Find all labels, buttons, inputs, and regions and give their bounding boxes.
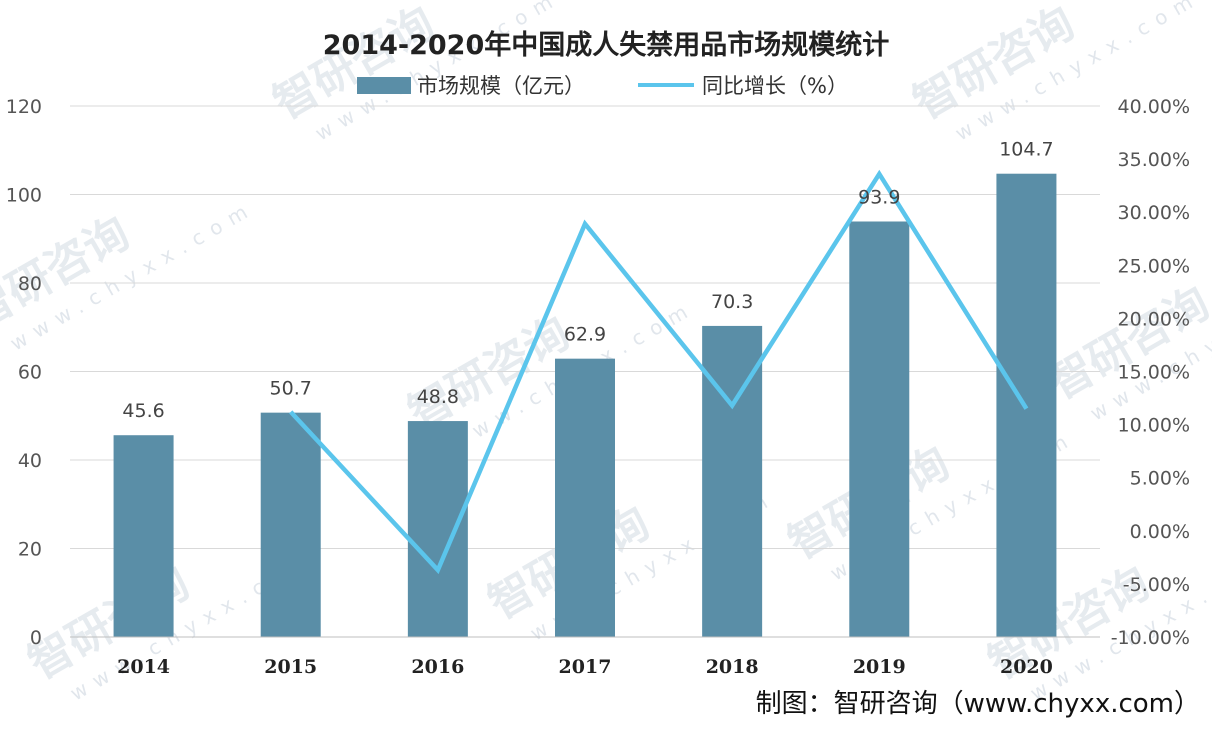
y-left-tick-label: 40 [18,450,42,472]
data-label: 70.3 [711,291,753,313]
y-right-tick-label: 35.00% [1118,149,1190,171]
chart-title: 2014-2020年中国成人失禁用品市场规模统计 [323,29,890,61]
data-label: 48.8 [417,386,459,408]
y-right-tick-label: -10.00% [1111,627,1190,649]
line-series [291,174,1027,570]
x-tick-label: 2018 [706,656,759,678]
legend-label-line: 同比增长（%） [702,74,848,98]
bar [114,435,174,637]
data-label: 50.7 [270,378,312,400]
legend-label-bar: 市场规模（亿元） [417,74,585,98]
y-left-tick-label: 0 [30,627,42,649]
y-right-tick-label: 30.00% [1118,202,1190,224]
x-tick-label: 2014 [117,656,170,678]
bar [408,421,468,637]
bar [261,413,321,637]
data-label: 45.6 [122,400,164,422]
data-label: 93.9 [858,186,900,208]
credit-text: 制图：智研咨询（www.chyxx.com） [756,689,1200,719]
y-left-tick-label: 60 [18,362,42,384]
y-left-tick-label: 100 [6,185,42,207]
growth-line [291,174,1027,570]
bar-series [114,174,1057,637]
y-left-tick-label: 20 [18,539,42,561]
data-label: 104.7 [999,139,1053,161]
x-tick-label: 2020 [1000,656,1053,678]
x-tick-label: 2015 [264,656,317,678]
y-left-tick-label: 80 [18,273,42,295]
bar [555,359,615,637]
y-right-tick-label: 0.00% [1130,521,1190,543]
x-tick-label: 2016 [411,656,464,678]
y-right-tick-label: 15.00% [1118,362,1190,384]
y-right-tick-label: 40.00% [1118,96,1190,118]
y-right-tick-label: 5.00% [1130,468,1190,490]
legend-swatch-bar [357,77,411,94]
y-right-tick-label: -5.00% [1123,574,1190,596]
data-label: 62.9 [564,324,606,346]
y-right-tick-label: 25.00% [1118,255,1190,277]
y-left-tick-label: 120 [6,96,42,118]
bar [849,221,909,637]
x-tick-label: 2019 [853,656,906,678]
y-right-tick-label: 10.00% [1118,415,1190,437]
y-right-tick-label: 20.00% [1118,308,1190,330]
legend: 市场规模（亿元） 同比增长（%） [357,74,848,98]
x-tick-label: 2017 [559,656,612,678]
